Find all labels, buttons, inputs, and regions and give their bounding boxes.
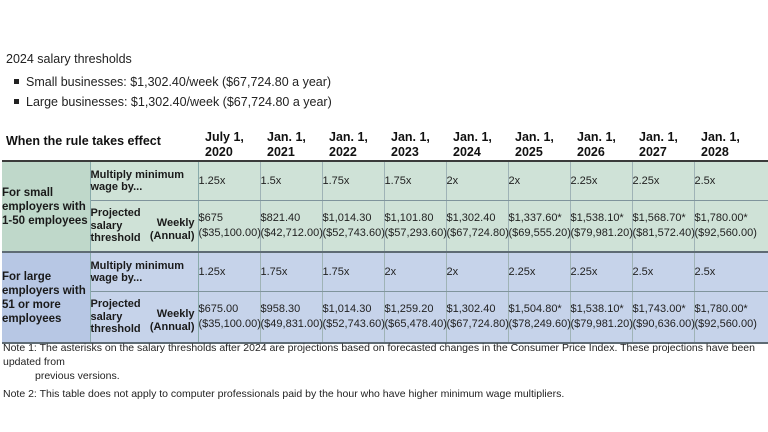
square-bullet-icon xyxy=(14,79,19,85)
multiplier-cell: 1.75x xyxy=(260,252,323,292)
multiplier-cell: 2.5x xyxy=(694,252,768,292)
multiplier-cell: 2x xyxy=(446,161,509,201)
footnote: Note 1: The asterisks on the salary thre… xyxy=(3,342,755,382)
threshold-cell: $821.40 ($42,712.00) xyxy=(260,200,323,253)
large-employer-label: For large employers with 51 or more empl… xyxy=(2,252,91,344)
multiplier-cell: 1.75x xyxy=(322,252,385,292)
date-header: Jan. 1, 2026 xyxy=(570,116,632,162)
multiplier-cell: 1.5x xyxy=(260,161,323,201)
multiplier-cell: 2.5x xyxy=(694,161,768,201)
bullet-text: Large businesses: $1,302.40/week ($67,72… xyxy=(26,95,332,109)
multiplier-cell: 1.75x xyxy=(322,161,385,201)
weekly-annual-label: Weekly (Annual) xyxy=(149,308,195,334)
multiplier-cell: 2x xyxy=(384,252,447,292)
multiplier-cell: 2.25x xyxy=(570,252,633,292)
threshold-cell: $1,101.80 ($57,293.60) xyxy=(384,200,447,253)
threshold-cell: $1,014.30 ($52,743.60) xyxy=(322,200,385,253)
threshold-cell: $1,568.70* ($81,572.40) xyxy=(632,200,695,253)
threshold-cell: $675 ($35,100.00) xyxy=(198,200,261,253)
table-header-row: When the rule takes effect July 1, 2020 J… xyxy=(2,116,768,162)
threshold-cell: $1,538.10* ($79,981.20) xyxy=(570,291,633,344)
rule-effect-header: When the rule takes effect xyxy=(2,116,198,162)
threshold-cell: $1,302.40 ($67,724.80) xyxy=(446,291,509,344)
small-employer-label: For small employers with 1-50 employees xyxy=(2,161,91,253)
date-header: Jan. 1, 2023 xyxy=(384,116,446,162)
threshold-cell: $1,259.20 ($65,478.40) xyxy=(384,291,447,344)
small-threshold-row: Weekly (Annual) Projected salary threshold … xyxy=(2,200,768,253)
threshold-cell: $1,780.00* ($92,560.00) xyxy=(694,200,768,253)
threshold-cell: $1,302.40 ($67,724.80) xyxy=(446,200,509,253)
date-header: Jan. 1, 2027 xyxy=(632,116,694,162)
threshold-cell: $1,538.10* ($79,981.20) xyxy=(570,200,633,253)
footnotes: Note 1: The asterisks on the salary thre… xyxy=(3,341,763,405)
large-multiplier-row: For large employers with 51 or more empl… xyxy=(2,252,768,344)
multiplier-cell: 2.25x xyxy=(508,252,571,292)
multiplier-cell: 2.25x xyxy=(632,161,695,201)
date-header: Jan. 1, 2028 xyxy=(694,116,768,162)
projected-threshold-label: Weekly (Annual) Projected salary threshold xyxy=(90,200,199,253)
threshold-cell: $1,504.80* ($78,249.60) xyxy=(508,291,571,344)
multiplier-cell: 1.75x xyxy=(384,161,447,201)
weekly-annual-label: Weekly (Annual) xyxy=(149,217,195,243)
bullet-text: Small businesses: $1,302.40/week ($67,72… xyxy=(26,75,332,89)
date-header: Jan. 1, 2022 xyxy=(322,116,384,162)
salary-threshold-table: When the rule takes effect July 1, 2020 J… xyxy=(2,116,768,344)
multiplier-cell: 2.25x xyxy=(570,161,633,201)
date-header: Jan. 1, 2021 xyxy=(260,116,322,162)
threshold-cell: $675.00 ($35,100.00) xyxy=(198,291,261,344)
date-header: Jan. 1, 2024 xyxy=(446,116,508,162)
multiplier-cell: 2.5x xyxy=(632,252,695,292)
threshold-cell: $1,337.60* ($69,555.20) xyxy=(508,200,571,253)
large-threshold-row: Weekly (Annual) Projected salary threshold … xyxy=(2,291,768,344)
multiply-label: Multiply minimum wage by... xyxy=(90,252,199,292)
section-heading: 2024 salary thresholds xyxy=(6,52,132,66)
multiplier-cell: 2x xyxy=(508,161,571,201)
multiplier-cell: 2x xyxy=(446,252,509,292)
square-bullet-icon xyxy=(14,99,19,105)
threshold-cell: $1,743.00* ($90,636.00) xyxy=(632,291,695,344)
multiplier-cell: 1.25x xyxy=(198,252,261,292)
threshold-cell: $1,780.00* ($92,560.00) xyxy=(694,291,768,344)
multiplier-cell: 1.25x xyxy=(198,161,261,201)
threshold-cell: $1,014.30 ($52,743.60) xyxy=(322,291,385,344)
threshold-bullet-list: Small businesses: $1,302.40/week ($67,72… xyxy=(14,72,332,112)
projected-threshold-label: Weekly (Annual) Projected salary threshold xyxy=(90,291,199,344)
date-header: Jan. 1, 2025 xyxy=(508,116,570,162)
threshold-cell: $958.30 ($49,831.00) xyxy=(260,291,323,344)
bullet-item: Large businesses: $1,302.40/week ($67,72… xyxy=(14,92,332,112)
multiply-label: Multiply minimum wage by... xyxy=(90,161,199,201)
bullet-item: Small businesses: $1,302.40/week ($67,72… xyxy=(14,72,332,92)
small-multiplier-row: For small employers with 1-50 employees … xyxy=(2,161,768,253)
date-header: July 1, 2020 xyxy=(198,116,260,162)
footnote: Note 2: This table does not apply to com… xyxy=(3,388,565,400)
